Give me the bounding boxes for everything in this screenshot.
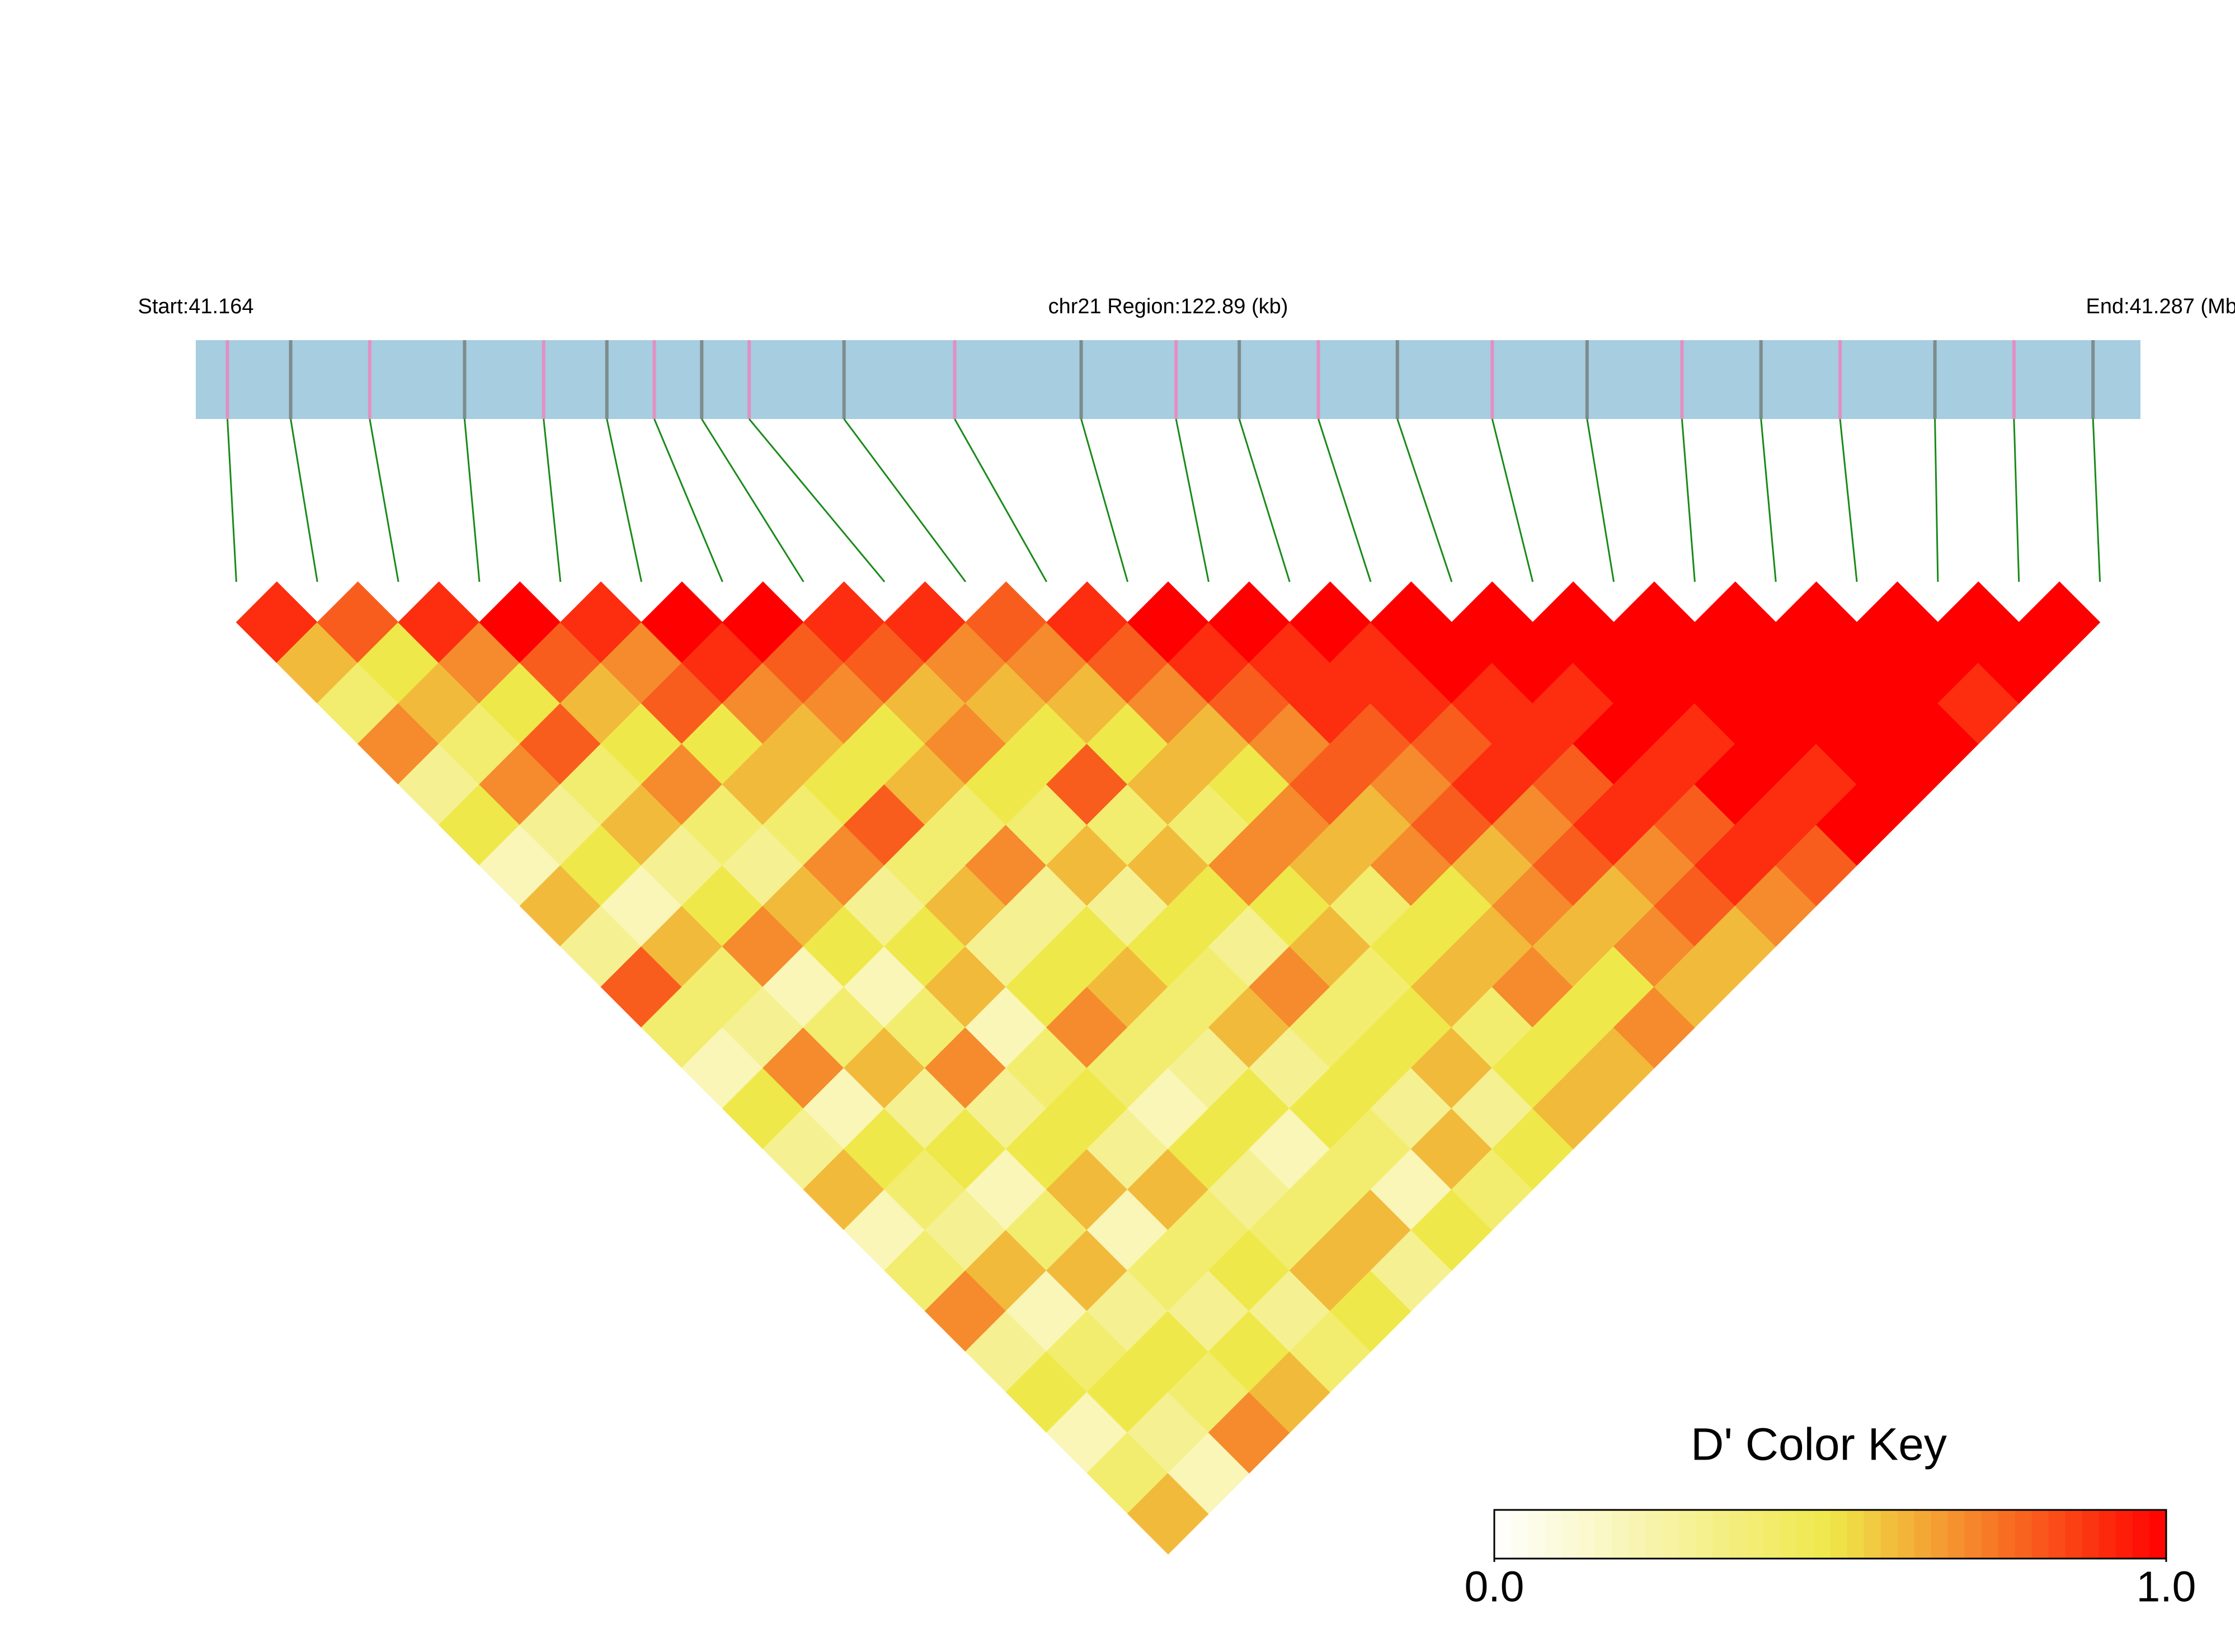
key-swatch xyxy=(1964,1510,1982,1559)
key-swatch xyxy=(1696,1510,1714,1559)
key-swatch xyxy=(1880,1510,1898,1559)
snp-link xyxy=(1396,418,1453,582)
key-swatch xyxy=(1914,1510,1932,1559)
end-label: End:41.287 (Mb) xyxy=(2086,295,2235,318)
key-swatch xyxy=(1561,1510,1579,1559)
snp-link xyxy=(1839,418,1858,582)
key-swatch xyxy=(1712,1510,1730,1559)
snp-link xyxy=(369,418,399,582)
snp-link xyxy=(463,418,481,582)
key-swatch xyxy=(2115,1510,2133,1559)
key-swatch xyxy=(1578,1510,1596,1559)
key-swatch xyxy=(1796,1510,1814,1559)
snp-link xyxy=(1681,418,1696,582)
start-label: Start:41.164 xyxy=(138,295,253,318)
key-swatch xyxy=(1864,1510,1881,1559)
key-swatch xyxy=(1612,1510,1630,1559)
region-label: chr21 Region:122.89 (kb) xyxy=(1048,295,1288,318)
snp-link xyxy=(1934,418,1939,582)
key-swatch xyxy=(2098,1510,2116,1559)
snp-link xyxy=(1175,418,1210,582)
ld-cell xyxy=(2018,581,2101,663)
snp-link xyxy=(1080,418,1129,582)
key-swatch xyxy=(1494,1510,1512,1559)
snp-link xyxy=(1238,418,1291,582)
key-swatch xyxy=(2082,1510,2100,1559)
key-swatch xyxy=(1763,1510,1781,1559)
key-swatch xyxy=(2015,1510,2032,1559)
snp-link xyxy=(701,418,804,582)
snp-link xyxy=(1318,418,1372,582)
snp-link xyxy=(227,418,237,582)
key-swatch xyxy=(2065,1510,2083,1559)
snp-link xyxy=(543,418,562,582)
key-swatch xyxy=(1662,1510,1680,1559)
key-swatch xyxy=(1595,1510,1613,1559)
key-swatch xyxy=(1629,1510,1646,1559)
key-swatch xyxy=(2149,1510,2167,1559)
key-swatch xyxy=(1511,1510,1529,1559)
key-swatch xyxy=(1746,1510,1764,1559)
key-swatch xyxy=(1998,1510,2016,1559)
key-swatch xyxy=(1645,1510,1663,1559)
key-tick-label: 1.0 xyxy=(2136,1562,2196,1611)
key-swatch xyxy=(1729,1510,1747,1559)
key-tick-label: 0.0 xyxy=(1464,1562,1524,1611)
key-swatch xyxy=(1780,1510,1798,1559)
key-frame xyxy=(1493,1509,2167,1560)
key-swatch xyxy=(1813,1510,1831,1559)
snp-link xyxy=(1586,418,1615,582)
key-swatch xyxy=(1830,1510,1848,1559)
key-swatch xyxy=(2132,1510,2150,1559)
key-swatch xyxy=(2031,1510,2049,1559)
snp-link xyxy=(954,418,1048,582)
snp-link xyxy=(2013,418,2020,582)
key-swatch xyxy=(2048,1510,2066,1559)
key-swatch xyxy=(1931,1510,1949,1559)
key-swatch xyxy=(1947,1510,1965,1559)
snp-link xyxy=(2092,418,2101,582)
snp-link xyxy=(843,418,967,582)
key-swatch xyxy=(1981,1510,1999,1559)
key-swatch xyxy=(1528,1510,1546,1559)
snp-link xyxy=(653,418,723,582)
key-swatch xyxy=(1897,1510,1915,1559)
key-title: D' Color Key xyxy=(1691,1419,1947,1470)
snp-link xyxy=(606,418,643,582)
snp-link xyxy=(748,418,886,582)
snp-bar xyxy=(196,340,2140,419)
key-swatch xyxy=(1545,1510,1563,1559)
snp-link xyxy=(1760,418,1777,582)
snp-link xyxy=(1491,418,1534,582)
key-swatch xyxy=(1679,1510,1697,1559)
key-swatch xyxy=(1847,1510,1865,1559)
snp-link xyxy=(290,418,318,582)
